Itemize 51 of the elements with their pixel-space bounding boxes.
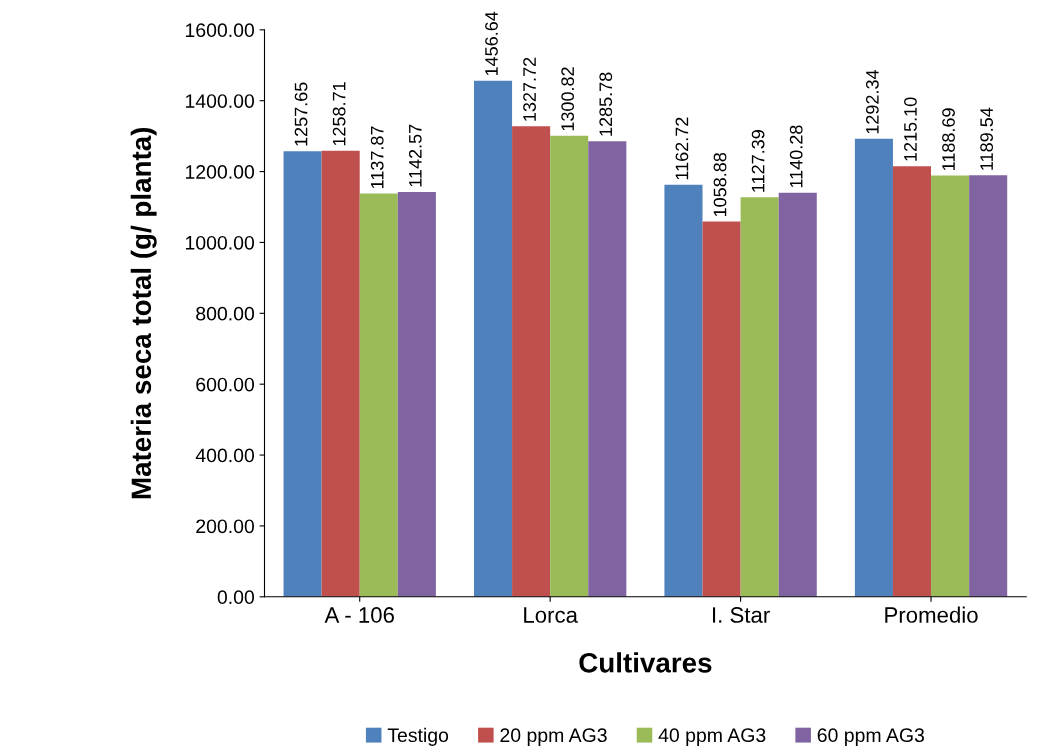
data-label: 1258.71 [332,82,346,146]
legend-label: 20 ppm AG3 [500,728,607,746]
data-label: 1189.54 [980,107,994,170]
y-tick-label: 1400.00 [185,94,255,108]
data-label: 1142.57 [408,124,422,187]
x-tick-label: Lorca [524,607,578,623]
bar [664,184,703,597]
legend-label: 40 ppm AG3 [658,728,766,746]
data-label: 1327.72 [523,57,536,121]
data-label: 1292.34 [865,69,879,134]
legend-label: 60 ppm AG3 [817,728,924,746]
bar [969,175,1008,597]
y-tick-label: 1200.00 [185,165,255,179]
bar [588,141,627,597]
bar [283,151,322,597]
bar [702,221,741,597]
data-label: 1140.28 [789,125,803,188]
bar [740,197,779,597]
legend-label: Testigo [387,727,449,746]
y-tick-label: 400.00 [195,448,255,463]
bar [854,138,893,597]
data-label: 1137.87 [370,126,384,189]
data-label: 1188.69 [942,108,955,171]
data-label: 1456.64 [485,11,498,76]
data-label: 1162.72 [675,117,689,180]
bar [931,175,970,597]
bar [473,80,513,597]
bar [397,191,436,597]
y-tick-label: 1000.00 [185,235,255,250]
x-axis-title: Cultivares [579,652,712,673]
data-label: 1257.65 [294,82,308,146]
y-tick-label: 0.00 [217,590,255,605]
x-tick-label: I. Star [713,607,770,623]
bar [778,192,817,597]
x-tick-label: A - 106 [324,607,394,623]
y-axis-title: Materia seca total (g/ planta) [130,127,157,499]
y-tick-label: 200.00 [196,519,255,534]
y-tick-label: 800.00 [196,306,255,321]
bar [321,150,360,597]
bar [512,126,551,597]
bar [550,135,589,597]
bar [892,166,932,597]
data-label: 1127.39 [751,130,765,192]
data-label: 1300.82 [561,67,575,131]
data-label: 1215.10 [904,97,917,161]
data-label: 1058.88 [713,152,727,217]
y-tick-label: 600.00 [196,377,255,392]
y-tick-label: 1600.00 [185,23,255,38]
bar [359,193,398,597]
x-tick-label: Promedio [885,606,978,623]
data-label: 1285.78 [599,72,613,136]
